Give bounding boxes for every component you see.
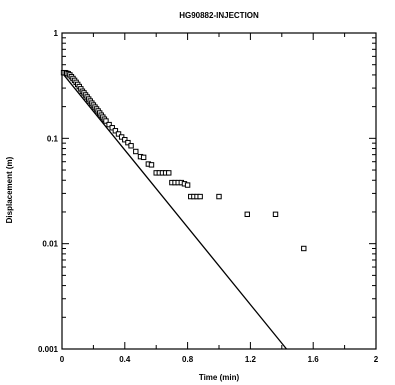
data-point: [166, 170, 172, 176]
y-axis-ticks: [62, 37, 376, 350]
data-markers: [60, 69, 307, 252]
x-axis-tick-labels: 0 0.4 0.8 1.2 1.6 2: [60, 355, 379, 364]
x-tick-label: 0.8: [182, 355, 194, 364]
data-point: [118, 134, 125, 140]
x-tick-label: 1.2: [245, 355, 257, 364]
data-point: [184, 182, 191, 188]
plot-frame: [61, 32, 377, 350]
fit-line-segment: [61, 72, 288, 350]
data-point: [106, 121, 112, 128]
x-axis-ticks: [61, 33, 377, 349]
data-point: [122, 137, 128, 143]
data-point: [272, 211, 279, 218]
data-point: [128, 143, 134, 149]
x-tick-label: 0: [60, 355, 65, 364]
data-point: [133, 148, 139, 155]
data-point: [125, 139, 131, 146]
data-point: [301, 245, 307, 252]
data-point: [148, 162, 155, 168]
chart-title: HG90882-INJECTION: [179, 11, 259, 20]
y-tick-label: 0.01: [42, 240, 58, 249]
data-point: [112, 128, 119, 134]
data-point: [216, 193, 222, 200]
y-tick-label: 0.1: [47, 134, 59, 143]
y-tick-label: 1: [54, 29, 59, 38]
y-axis-tick-labels: 1 0.1 0.01 0.001: [38, 29, 59, 354]
x-tick-label: 0.4: [119, 355, 131, 364]
x-axis-label: Time (min): [199, 373, 240, 382]
data-point: [109, 125, 115, 131]
y-tick-label: 0.001: [38, 345, 59, 354]
fit-line: [61, 72, 288, 350]
x-tick-label: 1.6: [308, 355, 320, 364]
data-point: [140, 154, 147, 161]
data-point: [197, 193, 203, 200]
x-tick-label: 2: [374, 355, 379, 364]
y-axis-label: Displacement (m): [5, 156, 14, 223]
data-point: [244, 211, 250, 218]
data-point: [103, 118, 109, 124]
data-point: [115, 131, 122, 137]
